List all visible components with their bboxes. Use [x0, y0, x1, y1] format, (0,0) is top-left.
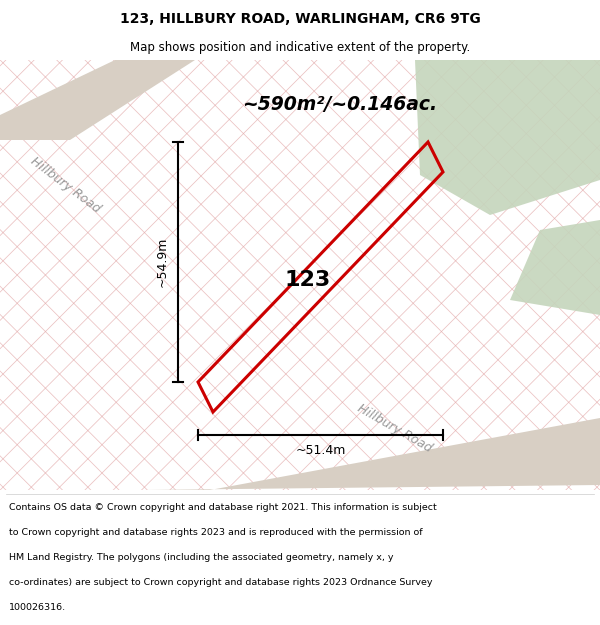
- Text: co-ordinates) are subject to Crown copyright and database rights 2023 Ordnance S: co-ordinates) are subject to Crown copyr…: [9, 578, 433, 587]
- Polygon shape: [415, 60, 600, 215]
- Text: Hillbury Road: Hillbury Road: [355, 401, 434, 454]
- Polygon shape: [0, 60, 195, 140]
- Text: 123, HILLBURY ROAD, WARLINGHAM, CR6 9TG: 123, HILLBURY ROAD, WARLINGHAM, CR6 9TG: [119, 12, 481, 26]
- Text: Map shows position and indicative extent of the property.: Map shows position and indicative extent…: [130, 41, 470, 54]
- Text: Contains OS data © Crown copyright and database right 2021. This information is : Contains OS data © Crown copyright and d…: [9, 504, 437, 512]
- Text: ~590m²/~0.146ac.: ~590m²/~0.146ac.: [242, 96, 437, 114]
- Polygon shape: [145, 418, 600, 490]
- Text: HM Land Registry. The polygons (including the associated geometry, namely x, y: HM Land Registry. The polygons (includin…: [9, 554, 394, 562]
- Text: ~51.4m: ~51.4m: [295, 444, 346, 458]
- Polygon shape: [510, 220, 600, 315]
- Text: Hillbury Road: Hillbury Road: [28, 154, 103, 216]
- Text: to Crown copyright and database rights 2023 and is reproduced with the permissio: to Crown copyright and database rights 2…: [9, 529, 422, 538]
- Text: 100026316.: 100026316.: [9, 603, 66, 612]
- Text: 123: 123: [285, 270, 331, 290]
- Text: ~54.9m: ~54.9m: [155, 237, 169, 288]
